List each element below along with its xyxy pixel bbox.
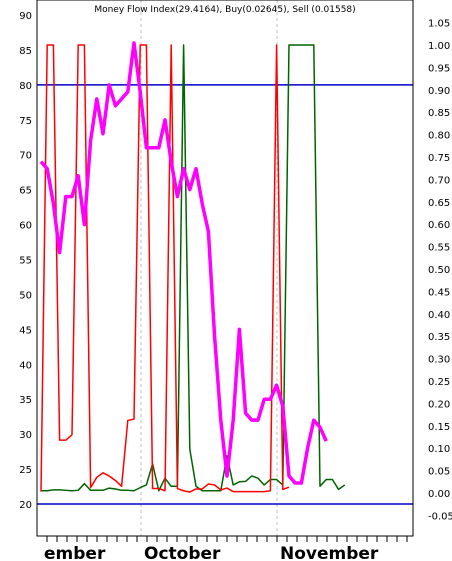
right-tick-label: 0.95 (428, 63, 450, 74)
right-tick-label: -0.05 (428, 511, 452, 522)
right-tick-label: 0.90 (428, 86, 450, 97)
left-tick-label: 45 (19, 325, 32, 336)
right-tick-label: 0.20 (428, 399, 450, 410)
right-tick-label: 0.65 (428, 198, 450, 209)
buy-series-line (41, 44, 346, 492)
left-axis-ticks: 90 85 80 75 70 65 60 55 50 45 40 35 30 25 20 (19, 11, 32, 511)
right-tick-label: 0.10 (428, 444, 450, 455)
month-label-november: November (280, 544, 379, 561)
left-tick-label: 25 (19, 465, 32, 476)
mfi-series-line (39, 41, 328, 485)
month-label-october: October (144, 544, 221, 561)
right-tick-label: 0.75 (428, 153, 450, 164)
grid-layer (140, 0, 278, 536)
right-tick-label: 0.40 (428, 310, 450, 321)
right-tick-label: 0.55 (428, 243, 450, 254)
left-tick-label: 60 (19, 221, 32, 232)
left-tick-label: 80 (19, 81, 32, 92)
month-label-ember: ember (44, 544, 106, 561)
right-tick-label: 0.85 (428, 108, 450, 119)
left-tick-label: 85 (19, 46, 32, 57)
sell-series-line (40, 44, 290, 493)
left-tick-label: 55 (19, 256, 32, 267)
series-layer (39, 41, 346, 493)
right-tick-label: 0.35 (428, 332, 450, 343)
left-tick-label: 50 (19, 290, 32, 301)
right-tick-label: 0.15 (428, 422, 450, 433)
right-tick-label: 0.05 (428, 467, 450, 478)
right-tick-label: 0.45 (428, 287, 450, 298)
right-tick-label: 0.25 (428, 377, 450, 388)
right-tick-label: 0.60 (428, 220, 450, 231)
left-tick-label: 70 (19, 151, 32, 162)
left-tick-label: 90 (19, 11, 32, 22)
right-tick-label: 0.80 (428, 131, 450, 142)
right-axis-ticks: 1.05 1.00 0.95 0.90 0.85 0.80 0.75 0.70 0.65 0.60… (428, 19, 452, 523)
right-tick-label: 1.00 (428, 41, 450, 52)
left-tick-label: 20 (19, 500, 32, 511)
x-axis-month-labels: ember October November (37, 535, 413, 561)
right-tick-label: 0.70 (428, 175, 450, 186)
right-tick-label: 1.05 (428, 19, 450, 30)
left-tick-label: 65 (19, 186, 32, 197)
left-tick-label: 75 (19, 116, 32, 127)
left-tick-label: 35 (19, 395, 32, 406)
right-tick-label: 0.50 (428, 265, 450, 276)
left-tick-label: 30 (19, 430, 32, 441)
left-tick-label: 40 (19, 360, 32, 371)
chart-title: Money Flow Index(29.4164), Buy(0.02645),… (94, 5, 355, 15)
right-tick-label: 0.30 (428, 355, 450, 366)
reference-lines (37, 84, 413, 505)
right-tick-label: 0.00 (428, 489, 450, 500)
